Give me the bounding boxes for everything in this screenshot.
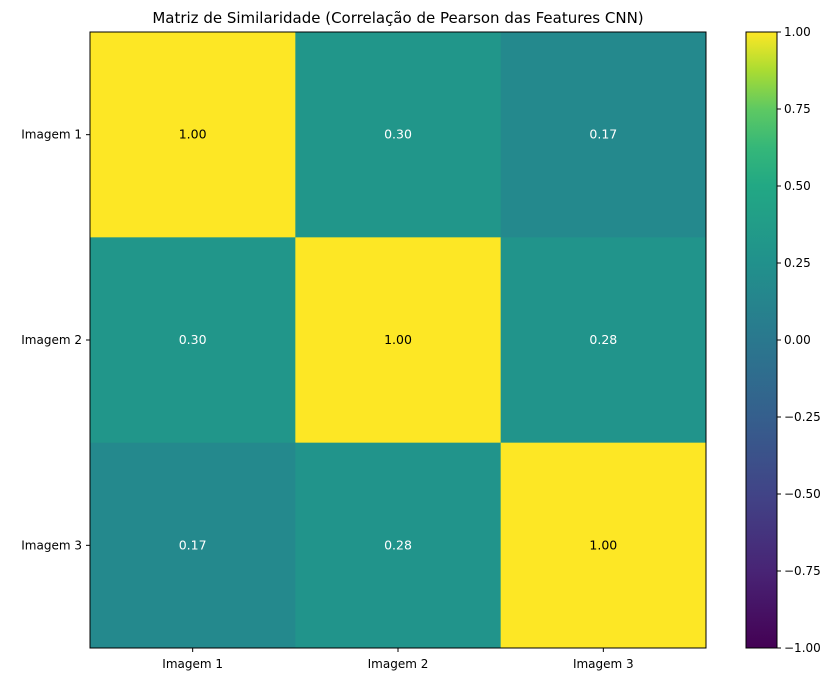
heatmap-cell [295,237,502,444]
cell-value-label: 0.30 [179,332,207,347]
cell-value-label: 0.30 [384,127,412,142]
cell-value-label: 0.17 [179,537,207,552]
colorbar: 1.00 0.75 0.50 0.25 0.00 −0.25 −0.50 −0.75 −1.00 [745,25,821,655]
heatmap-value-labels: 1.00 0.30 0.17 0.30 1.00 0.28 0.17 0.28 1.00 [179,127,618,553]
heatmap-cell [90,32,296,238]
colorbar-tick-label: 1.00 [784,25,811,39]
cell-value-label: 1.00 [179,127,207,142]
cell-value-label: 1.00 [589,537,617,552]
colorbar-tick-label: −1.00 [784,641,821,655]
cell-value-label: 0.28 [589,332,617,347]
heatmap-cells [90,32,707,649]
x-tick-label: Imagem 1 [162,657,223,671]
y-tick-label: Imagem 3 [21,538,82,552]
colorbar-tick-label: −0.50 [784,487,821,501]
colorbar-tick-label: 0.50 [784,179,811,193]
heatmap-cell [295,32,502,238]
heatmap-cell [500,32,707,238]
heatmap-cell [500,442,707,649]
y-tick-label: Imagem 2 [21,333,82,347]
heatmap-cell [500,237,707,444]
heatmap-cell [295,442,502,649]
chart-title: Matriz de Similaridade (Correlação de Pe… [152,9,643,27]
colorbar-tick-label: −0.75 [784,564,821,578]
y-tick-label: Imagem 1 [21,128,82,142]
cell-value-label: 0.17 [589,127,617,142]
colorbar-ticks: 1.00 0.75 0.50 0.25 0.00 −0.25 −0.50 −0.75 −1.00 [777,25,821,655]
x-tick-label: Imagem 2 [368,657,429,671]
x-axis-ticks: Imagem 1 Imagem 2 Imagem 3 [162,648,634,671]
cell-value-label: 1.00 [384,332,412,347]
colorbar-gradient [746,32,777,648]
colorbar-tick-label: 0.75 [784,102,811,116]
cell-value-label: 0.28 [384,537,412,552]
heatmap-cell [90,237,296,444]
x-tick-label: Imagem 3 [573,657,634,671]
heatmap-cell [90,442,296,649]
y-axis-ticks: Imagem 1 Imagem 2 Imagem 3 [21,128,90,552]
colorbar-tick-label: 0.00 [784,333,811,347]
colorbar-tick-label: −0.25 [784,410,821,424]
colorbar-tick-label: 0.25 [784,256,811,270]
